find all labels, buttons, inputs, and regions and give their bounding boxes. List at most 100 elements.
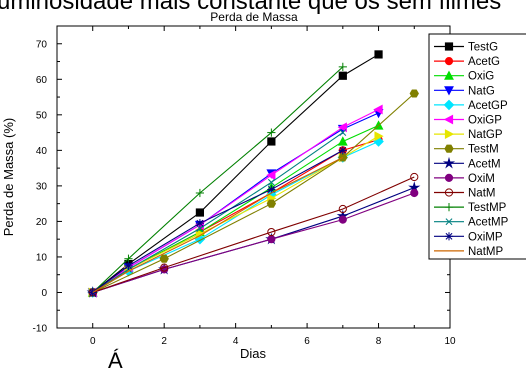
y-tick-label: 40 xyxy=(36,146,48,157)
legend-label: TestG xyxy=(468,42,498,54)
x-tick-label: 6 xyxy=(304,336,310,347)
legend: TestG AcetG OxiG NatG AcetGP OxiGP NatGP TestM A… xyxy=(428,33,526,260)
data-point-marker xyxy=(266,170,276,181)
data-point-marker xyxy=(337,122,347,133)
data-point-marker xyxy=(338,62,347,71)
legend-item: OxiMP xyxy=(434,231,503,243)
data-point-marker xyxy=(124,254,133,263)
marker-stroke xyxy=(445,232,453,240)
legend-item: NatM xyxy=(434,188,495,200)
series-line xyxy=(92,176,415,293)
marker-stroke xyxy=(196,219,204,227)
legend-label: NatMP xyxy=(468,246,503,258)
y-tick-label: -10 xyxy=(33,324,48,335)
data-point-marker xyxy=(373,104,383,115)
data-point-marker xyxy=(374,131,384,142)
y-tick-label: 10 xyxy=(36,252,48,263)
data-point-marker xyxy=(338,204,347,214)
data-point-marker xyxy=(443,114,454,125)
legend-item: AcetG xyxy=(434,56,500,68)
series-AcetM xyxy=(86,181,421,298)
y-tick-label: 60 xyxy=(36,75,48,86)
legend-label: OxiGP xyxy=(468,115,502,127)
marker-stroke xyxy=(125,262,132,270)
data-point-marker xyxy=(445,218,453,226)
legend-item: NatMP xyxy=(434,246,503,258)
chart-title: Perda de Massa xyxy=(210,10,298,24)
caption-fragment-top: uminosidade mais constante que os sem fi… xyxy=(0,0,502,15)
data-point-marker xyxy=(444,86,454,96)
legend-label: AcetG xyxy=(468,56,500,68)
marker-stroke xyxy=(339,146,347,154)
y-tick-label: 50 xyxy=(36,110,48,121)
data-point-marker xyxy=(338,146,347,155)
line-chart: Perda de Massa 0 2 4 6 8 10 -10 0 10 20 30 40 50 60 7… xyxy=(1,10,526,360)
series-line xyxy=(92,192,415,293)
data-point-marker xyxy=(267,137,276,146)
legend-item: AcetM xyxy=(434,156,501,170)
x-axis-label: Dias xyxy=(240,346,267,360)
series-OxiG xyxy=(87,120,384,297)
legend-item: TestMP xyxy=(434,202,507,214)
data-point-marker xyxy=(444,188,454,197)
legend-item: AcetGP xyxy=(434,99,508,112)
data-point-marker xyxy=(444,232,454,241)
marker-stroke xyxy=(267,186,275,193)
y-axis-label: Perda de Massa (%) xyxy=(1,118,16,237)
y-tick-label: 20 xyxy=(36,217,48,228)
series-line xyxy=(92,53,379,293)
x-tick-label: 8 xyxy=(376,336,382,347)
data-point-marker xyxy=(444,173,454,182)
legend-label: AcetGP xyxy=(468,100,508,112)
data-point-marker xyxy=(195,188,205,198)
data-point-marker xyxy=(267,227,276,237)
y-tick-label: 70 xyxy=(36,39,48,50)
series-OxiMP xyxy=(88,146,347,297)
data-point-marker xyxy=(410,188,419,198)
series-NatMP xyxy=(92,156,344,293)
legend-label: NatM xyxy=(468,188,495,200)
data-point-marker xyxy=(160,263,169,272)
legend-item: OxiG xyxy=(434,70,494,83)
data-point-marker xyxy=(444,144,454,153)
x-tick-label: 2 xyxy=(161,336,167,347)
series-AcetMP xyxy=(89,129,347,296)
data-point-marker xyxy=(444,57,454,66)
series-line xyxy=(92,109,379,293)
legend-label: NatG xyxy=(468,85,495,97)
data-point-marker xyxy=(337,136,348,146)
caption-fragment-bottom: Á xyxy=(108,348,123,373)
series-line xyxy=(92,156,344,293)
series-layer xyxy=(86,50,421,298)
legend-item: NatGP xyxy=(434,129,503,141)
legend-label: NatGP xyxy=(468,129,503,141)
x-axis-ticks: 0 2 4 6 8 10 xyxy=(56,26,456,347)
series-TestG xyxy=(88,50,383,297)
data-point-marker xyxy=(124,261,133,270)
legend-label: OxiMP xyxy=(468,231,503,243)
marker-stroke xyxy=(339,129,347,137)
data-point-marker xyxy=(410,172,419,182)
legend-item: AcetMP xyxy=(434,217,509,229)
data-point-marker xyxy=(267,185,276,194)
plot-frame xyxy=(56,25,451,329)
data-point-marker xyxy=(338,215,347,224)
data-point-marker xyxy=(267,178,275,186)
data-point-marker xyxy=(444,70,454,80)
data-point-marker xyxy=(442,156,456,169)
data-point-marker xyxy=(338,71,347,80)
legend-item: OxiGP xyxy=(434,115,502,127)
data-point-marker xyxy=(266,199,277,208)
marker-stroke xyxy=(196,225,204,232)
data-point-marker xyxy=(159,254,169,263)
x-tick-label: 10 xyxy=(444,336,456,347)
data-point-marker xyxy=(409,89,419,98)
data-point-marker xyxy=(444,42,454,51)
data-point-marker xyxy=(339,129,347,137)
data-point-marker xyxy=(267,128,276,137)
legend-label: OxiM xyxy=(468,173,495,185)
data-point-marker xyxy=(195,208,205,217)
marker-stroke xyxy=(267,178,275,186)
data-point-marker xyxy=(196,225,204,232)
legend-item: TestM xyxy=(434,144,499,156)
